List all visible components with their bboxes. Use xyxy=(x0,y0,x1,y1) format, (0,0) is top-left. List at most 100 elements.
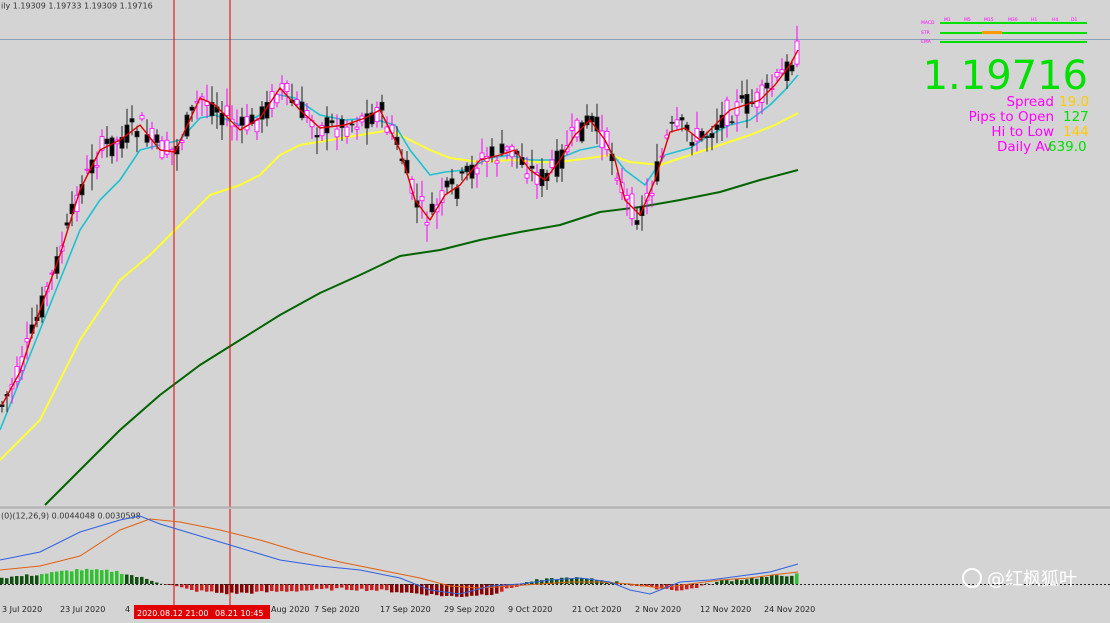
macd-bar xyxy=(90,570,94,584)
macd-bar xyxy=(35,575,39,584)
hi-to-low-label: Hi to Low xyxy=(991,124,1054,140)
macd-bar xyxy=(120,574,124,584)
macd-bar xyxy=(130,575,134,584)
macd-bar xyxy=(430,584,434,594)
macd-bar xyxy=(245,584,249,593)
macd-bar xyxy=(745,579,749,584)
macd-bar xyxy=(720,580,724,584)
macd-bar xyxy=(290,584,294,591)
macd-bar xyxy=(750,578,754,584)
marker-time-1: 2020.08.12 21:00 xyxy=(137,609,208,618)
macd-bar xyxy=(295,584,299,592)
macd-bar xyxy=(270,584,274,591)
macd-bar xyxy=(755,579,759,584)
date-label-9: 2 Nov 2020 xyxy=(635,605,681,614)
chart-title: ily 1.19309 1.19733 1.19309 1.19716 xyxy=(1,2,153,11)
date-label-5: 17 Sep 2020 xyxy=(380,605,431,614)
candle xyxy=(580,120,584,143)
macd-bar xyxy=(675,584,679,591)
macd-bar xyxy=(775,575,779,584)
macd-bar xyxy=(140,577,144,584)
date-label-11: 24 Nov 2020 xyxy=(764,605,815,614)
daily-av-value: 639.0 xyxy=(1048,139,1087,155)
date-label-2: 4 xyxy=(125,605,130,614)
macd-bar xyxy=(440,584,444,596)
macd-bar xyxy=(250,584,254,594)
macd-bar xyxy=(75,569,79,584)
macd-bar xyxy=(105,570,109,584)
macd-bar xyxy=(705,584,709,585)
dashboard-bar-str xyxy=(940,32,1087,34)
macd-bar xyxy=(275,584,279,592)
marker-time-2: 08.21 10:45 xyxy=(215,609,264,618)
macd-bar xyxy=(220,584,224,593)
macd-bar xyxy=(485,584,489,595)
macd-bar xyxy=(230,584,234,593)
macd-bar xyxy=(790,576,794,584)
macd-bar xyxy=(400,584,404,593)
macd-bar xyxy=(465,584,469,597)
macd-bar xyxy=(50,572,54,584)
dashboard-cell-str-m15 xyxy=(982,31,1002,34)
daily-av-label: Daily Av xyxy=(997,139,1052,155)
macd-bar xyxy=(760,577,764,584)
macd-bar xyxy=(365,584,369,591)
macd-bar xyxy=(730,581,734,584)
dashboard-bar-ema xyxy=(940,41,1087,43)
date-label-0: 3 Jul 2020 xyxy=(2,605,42,614)
macd-bar xyxy=(235,584,239,594)
macd-bar xyxy=(20,576,24,584)
macd-bar xyxy=(210,584,214,591)
macd-bar xyxy=(60,571,64,584)
macd-bar xyxy=(10,577,14,584)
macd-bar xyxy=(795,573,799,584)
date-label-3: Aug 2020 xyxy=(271,605,310,614)
macd-bar xyxy=(115,571,119,584)
macd-bar xyxy=(435,584,439,595)
macd-bar xyxy=(570,579,574,584)
macd-bar xyxy=(735,579,739,584)
macd-bar xyxy=(480,584,484,594)
dashboard-bar-macd xyxy=(940,22,1087,24)
macd-bar xyxy=(770,575,774,584)
macd-bar xyxy=(215,584,219,593)
macd-bar xyxy=(95,569,99,584)
macd-bar xyxy=(40,574,44,584)
dashboard-row-macd: MACD xyxy=(921,20,935,26)
macd-bar xyxy=(135,577,139,584)
macd-bar xyxy=(100,570,104,584)
macd-bar xyxy=(155,583,159,585)
macd-bar xyxy=(145,579,149,584)
watermark-text: @红枫狐叶 xyxy=(987,569,1077,590)
macd-bar xyxy=(395,584,399,592)
macd-bar xyxy=(225,584,229,594)
macd-bar xyxy=(0,578,4,584)
pips-to-open-label: Pips to Open xyxy=(969,109,1054,125)
macd-bar xyxy=(65,571,69,585)
macd-bar xyxy=(785,576,789,584)
macd-bar xyxy=(30,576,34,584)
macd-bar xyxy=(85,569,89,584)
dashboard-row-str: STR xyxy=(921,30,930,36)
macd-bar xyxy=(725,580,729,584)
macd-bar xyxy=(470,584,474,596)
spread-value: 19.0 xyxy=(1059,94,1089,110)
date-label-1: 23 Jul 2020 xyxy=(60,605,105,614)
spread-label: Spread xyxy=(1006,94,1054,110)
macd-bar xyxy=(260,584,264,591)
date-label-10: 12 Nov 2020 xyxy=(700,605,751,614)
macd-bar xyxy=(45,574,49,584)
macd-bar xyxy=(240,584,244,593)
macd-bar xyxy=(410,584,414,593)
hi-to-low-value: 144 xyxy=(1063,124,1089,140)
macd-bar xyxy=(195,584,199,592)
macd-bar xyxy=(580,578,584,584)
macd-bar xyxy=(5,578,9,584)
macd-bar xyxy=(150,581,154,584)
macd-bar xyxy=(265,584,269,592)
macd-bar xyxy=(405,584,409,592)
macd-label: (0)(12,26,9) 0.0044048 0.0030598 xyxy=(1,512,141,521)
macd-bar xyxy=(15,576,19,584)
